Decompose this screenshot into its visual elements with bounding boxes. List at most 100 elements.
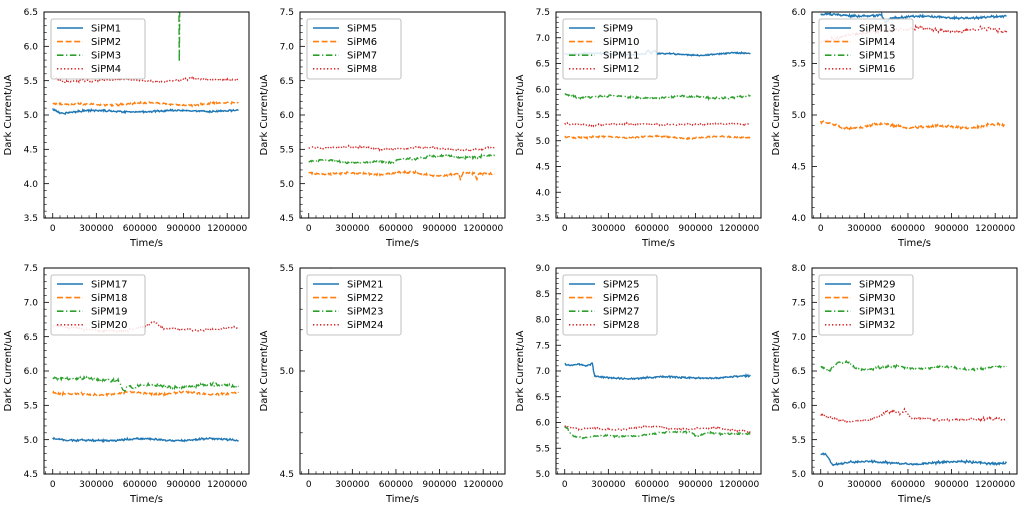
y-tick-label: 6.0 bbox=[24, 367, 39, 377]
axes-frame bbox=[811, 267, 1018, 475]
series-SiPM27-line bbox=[564, 426, 751, 440]
series-SiPM14-line bbox=[820, 120, 1007, 132]
y-tick-label: 7.5 bbox=[536, 341, 550, 351]
series-SiPM4-line bbox=[52, 75, 239, 85]
subplot-sipm1-4: 0 300000 600000 900000 1200000 3.5 4.0 4.5 5.0 5.… bbox=[0, 0, 256, 256]
x-tick-label: 300000 bbox=[847, 224, 882, 234]
legend: SiPM25 SiPM26 SiPM27 SiPM28 bbox=[562, 274, 658, 336]
y-tick-label: 5.0 bbox=[24, 436, 39, 446]
y-tick-label: 5.0 bbox=[536, 137, 551, 147]
y-tick-label: 7.0 bbox=[792, 333, 807, 343]
y-tick-label: 6.0 bbox=[280, 111, 295, 121]
legend-label: SiPM6 bbox=[347, 37, 377, 48]
series-SiPM2-line bbox=[52, 100, 239, 108]
y-tick-label: 5.5 bbox=[280, 264, 294, 274]
x-tick-label: 1200000 bbox=[207, 480, 247, 490]
chart-canvas: 0 300000 600000 900000 1200000 4.0 4.5 5.0 5.5 6.… bbox=[771, 8, 1018, 249]
legend-label: SiPM12 bbox=[603, 64, 640, 75]
x-tick-label: 600000 bbox=[379, 224, 414, 234]
series-SiPM20-line bbox=[52, 320, 239, 334]
legend-label: SiPM28 bbox=[603, 320, 640, 331]
y-tick-label: 7.0 bbox=[280, 43, 295, 53]
x-tick-label: 300000 bbox=[335, 480, 370, 490]
y-axis-label: Dark Current/uA bbox=[259, 330, 270, 411]
x-tick-label: 900000 bbox=[934, 224, 969, 234]
x-tick-label: 900000 bbox=[678, 224, 713, 234]
legend-label: SiPM18 bbox=[91, 293, 128, 304]
x-tick-label: 0 bbox=[50, 224, 56, 234]
axes-frame bbox=[811, 11, 1018, 219]
y-tick-label: 6.5 bbox=[24, 333, 38, 343]
y-tick-label: 5.5 bbox=[792, 60, 806, 70]
y-axis-label: Dark Current/uA bbox=[515, 330, 526, 411]
y-axis-label: Dark Current/uA bbox=[515, 74, 526, 155]
series-SiPM28-line bbox=[564, 424, 751, 434]
tick-labels: 0 300000 600000 900000 1200000 4.5 5.0 5.5 bbox=[280, 264, 504, 490]
subplot-sipm13-16: 0 300000 600000 900000 1200000 4.0 4.5 5.0 5.5 6.… bbox=[768, 0, 1024, 256]
y-tick-label: 3.5 bbox=[24, 214, 38, 224]
x-tick-label: 300000 bbox=[79, 480, 114, 490]
x-tick-label: 1200000 bbox=[463, 480, 503, 490]
y-tick-label: 5.0 bbox=[792, 470, 807, 480]
axes-frame bbox=[555, 267, 762, 475]
y-tick-label: 4.0 bbox=[536, 188, 551, 198]
legend-label: SiPM32 bbox=[859, 320, 896, 331]
y-axis-label: Dark Current/uA bbox=[3, 74, 14, 155]
y-axis-label: Dark Current/uA bbox=[3, 330, 14, 411]
axes-frame bbox=[43, 11, 250, 219]
subplot-sipm17-20: 0 300000 600000 900000 1200000 4.5 5.0 5.5 6.0 6.… bbox=[0, 256, 256, 512]
legend-label: SiPM8 bbox=[347, 64, 377, 75]
y-tick-label: 5.5 bbox=[792, 436, 806, 446]
legend-label: SiPM7 bbox=[347, 51, 377, 62]
x-axis-label: Time/s bbox=[897, 238, 931, 249]
x-tick-label: 0 bbox=[818, 224, 824, 234]
series-SiPM6-line bbox=[308, 169, 495, 182]
legend: SiPM9 SiPM10 SiPM11 SiPM12 bbox=[562, 18, 658, 80]
y-tick-label: 7.5 bbox=[24, 264, 38, 274]
axes-frame bbox=[299, 267, 506, 475]
legend-label: SiPM26 bbox=[603, 293, 640, 304]
x-tick-label: 900000 bbox=[934, 480, 969, 490]
legend-label: SiPM1 bbox=[91, 23, 121, 34]
series-SiPM1-line bbox=[52, 108, 239, 116]
axes-frame bbox=[43, 267, 250, 475]
y-tick-label: 7.0 bbox=[24, 299, 39, 309]
y-tick-label: 6.5 bbox=[792, 367, 806, 377]
axes-frame bbox=[299, 11, 506, 219]
series-SiPM16-line bbox=[820, 23, 1008, 44]
x-axis-label: Time/s bbox=[129, 238, 163, 249]
legend-label: SiPM30 bbox=[859, 293, 896, 304]
y-tick-label: 5.0 bbox=[280, 367, 295, 377]
chart-canvas: 0 300000 600000 900000 1200000 5.0 5.5 6.0 6.5 7.… bbox=[771, 264, 1018, 505]
y-tick-label: 5.0 bbox=[536, 470, 551, 480]
tick-labels: 0 300000 600000 900000 1200000 4.0 4.5 5.0 5.5 6.… bbox=[792, 8, 1016, 234]
legend-label: SiPM22 bbox=[347, 293, 384, 304]
tick-labels: 0 300000 600000 900000 1200000 5.0 5.5 6.0 6.5 7.… bbox=[792, 264, 1016, 490]
x-tick-label: 600000 bbox=[123, 480, 158, 490]
legend-label: SiPM10 bbox=[603, 37, 640, 48]
y-axis-label: Dark Current/uA bbox=[771, 74, 782, 155]
x-tick-label: 0 bbox=[562, 224, 568, 234]
y-tick-label: 6.5 bbox=[280, 77, 294, 87]
x-tick-label: 0 bbox=[306, 224, 312, 234]
x-tick-label: 300000 bbox=[335, 224, 370, 234]
legend: SiPM5 SiPM6 SiPM7 SiPM8 bbox=[306, 18, 402, 80]
tick-labels: 0 300000 600000 900000 1200000 3.5 4.0 4.5 5.0 5.… bbox=[536, 8, 760, 234]
chart-canvas: 0 300000 600000 900000 1200000 3.5 4.0 4.5 5.0 5.… bbox=[3, 8, 250, 249]
legend-label: SiPM29 bbox=[859, 279, 896, 290]
x-tick-label: 1200000 bbox=[719, 480, 759, 490]
y-tick-label: 4.0 bbox=[792, 214, 807, 224]
legend-label: SiPM2 bbox=[91, 37, 121, 48]
legend-label: SiPM14 bbox=[859, 37, 896, 48]
y-tick-label: 6.0 bbox=[24, 43, 39, 53]
x-tick-label: 0 bbox=[50, 480, 56, 490]
x-tick-label: 0 bbox=[306, 480, 312, 490]
chart-canvas: 0 300000 600000 900000 1200000 4.5 5.0 5.5 SiPM2… bbox=[259, 264, 506, 505]
x-axis-label: Time/s bbox=[129, 494, 163, 505]
x-tick-label: 600000 bbox=[891, 480, 926, 490]
x-tick-label: 300000 bbox=[79, 224, 114, 234]
x-tick-label: 0 bbox=[562, 480, 568, 490]
x-tick-label: 600000 bbox=[635, 480, 670, 490]
y-axis-label: Dark Current/uA bbox=[259, 74, 270, 155]
